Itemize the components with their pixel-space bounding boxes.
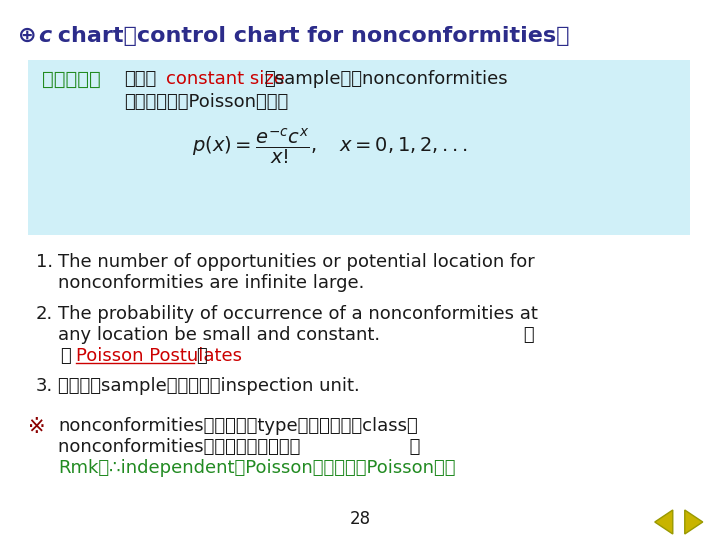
Text: ）: ） [196,347,207,365]
Text: 對每一個sample皿有相同的inspection unit.: 對每一個sample皿有相同的inspection unit. [58,377,360,395]
Text: chart（control chart for nonconformities）: chart（control chart for nonconformities） [50,26,570,46]
Text: 見: 見 [60,347,71,365]
Text: The number of opportunities or potential location for: The number of opportunities or potential… [58,253,535,271]
Text: 的個數為一個Poisson分佈。: 的個數為一個Poisson分佈。 [124,93,288,111]
FancyBboxPatch shape [28,60,690,235]
Text: 28: 28 [349,510,370,528]
Text: Poisson Postulates: Poisson Postulates [76,347,242,365]
Text: 基本假設：: 基本假設： [42,70,101,89]
Text: constant size: constant size [166,70,285,88]
Text: nonconformities是満足上述的條件。                   （: nonconformities是満足上述的條件。 （ [58,438,420,456]
Text: 1.: 1. [36,253,53,271]
Polygon shape [685,510,703,534]
Text: ※: ※ [28,417,45,437]
Text: 2.: 2. [36,305,53,323]
Text: 3.: 3. [36,377,53,395]
Text: nonconformities可以是不名type，只要每一個class的: nonconformities可以是不名type，只要每一個class的 [58,417,418,435]
Text: any location be small and constant.                         （: any location be small and constant. （ [58,326,535,344]
Text: $p(x) = \dfrac{e^{-c}c^{x}}{x!}, \quad x = 0,1,2,...$: $p(x) = \dfrac{e^{-c}c^{x}}{x!}, \quad x… [192,127,468,167]
Text: The probability of occurrence of a nonconformities at: The probability of occurrence of a nonco… [58,305,538,323]
Text: 的sample中的nonconformities: 的sample中的nonconformities [264,70,508,88]
Polygon shape [654,510,672,534]
Text: nonconformities are infinite large.: nonconformities are infinite large. [58,274,364,292]
Text: Rmk：∴independent的Poisson，其和亦為Poisson。）: Rmk：∴independent的Poisson，其和亦為Poisson。） [58,459,456,477]
Text: ⊕: ⊕ [18,26,37,46]
Text: c: c [38,26,51,46]
Text: 在一個: 在一個 [124,70,156,88]
